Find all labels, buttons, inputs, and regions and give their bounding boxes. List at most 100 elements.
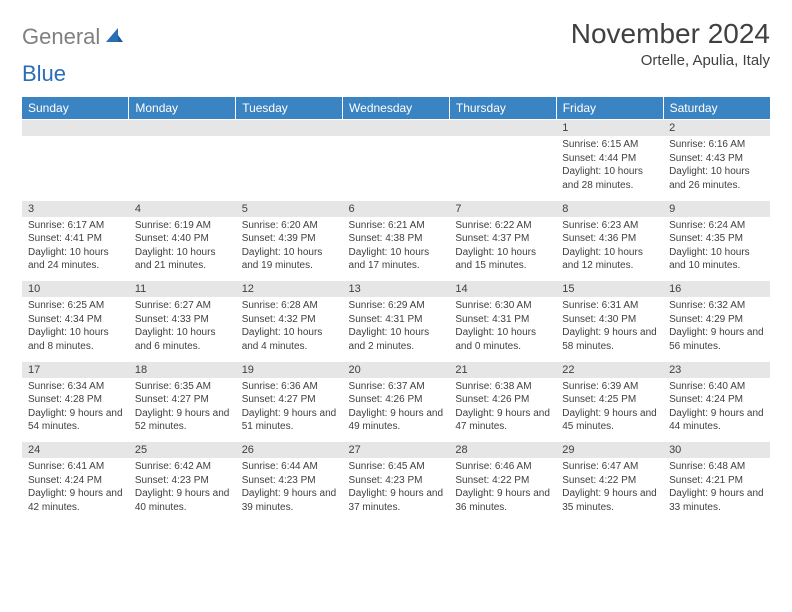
col-saturday: Saturday	[663, 97, 770, 120]
daylight-text: Daylight: 10 hours and 10 minutes.	[669, 246, 764, 273]
daylight-text: Daylight: 10 hours and 8 minutes.	[28, 326, 123, 353]
day-number: 2	[663, 120, 770, 137]
sunset-text: Sunset: 4:35 PM	[669, 232, 764, 246]
sunrise-text: Sunrise: 6:32 AM	[669, 299, 764, 313]
day-number	[449, 120, 556, 137]
sunset-text: Sunset: 4:38 PM	[349, 232, 444, 246]
day-detail: Sunrise: 6:39 AMSunset: 4:25 PMDaylight:…	[556, 378, 663, 442]
sunrise-text: Sunrise: 6:20 AM	[242, 219, 337, 233]
day-number: 24	[22, 442, 129, 459]
day-detail: Sunrise: 6:38 AMSunset: 4:26 PMDaylight:…	[449, 378, 556, 442]
daylight-text: Daylight: 10 hours and 28 minutes.	[562, 165, 657, 192]
sunrise-text: Sunrise: 6:45 AM	[349, 460, 444, 474]
day-number: 22	[556, 361, 663, 378]
day-number: 21	[449, 361, 556, 378]
day-detail: Sunrise: 6:16 AMSunset: 4:43 PMDaylight:…	[663, 136, 770, 200]
day-number: 7	[449, 200, 556, 217]
day-detail	[129, 136, 236, 200]
day-detail: Sunrise: 6:32 AMSunset: 4:29 PMDaylight:…	[663, 297, 770, 361]
day-number: 9	[663, 200, 770, 217]
day-number: 8	[556, 200, 663, 217]
day-number: 14	[449, 281, 556, 298]
sunrise-text: Sunrise: 6:47 AM	[562, 460, 657, 474]
daylight-text: Daylight: 9 hours and 35 minutes.	[562, 487, 657, 514]
daylight-text: Daylight: 10 hours and 17 minutes.	[349, 246, 444, 273]
day-detail: Sunrise: 6:25 AMSunset: 4:34 PMDaylight:…	[22, 297, 129, 361]
sunset-text: Sunset: 4:22 PM	[562, 474, 657, 488]
day-detail: Sunrise: 6:17 AMSunset: 4:41 PMDaylight:…	[22, 217, 129, 281]
sunrise-text: Sunrise: 6:41 AM	[28, 460, 123, 474]
sunset-text: Sunset: 4:25 PM	[562, 393, 657, 407]
day-detail	[449, 136, 556, 200]
col-wednesday: Wednesday	[343, 97, 450, 120]
day-detail: Sunrise: 6:47 AMSunset: 4:22 PMDaylight:…	[556, 458, 663, 522]
daylight-text: Daylight: 9 hours and 37 minutes.	[349, 487, 444, 514]
logo-sail-icon	[104, 26, 124, 49]
sunset-text: Sunset: 4:24 PM	[669, 393, 764, 407]
day-detail: Sunrise: 6:46 AMSunset: 4:22 PMDaylight:…	[449, 458, 556, 522]
sunrise-text: Sunrise: 6:48 AM	[669, 460, 764, 474]
detail-row: Sunrise: 6:15 AMSunset: 4:44 PMDaylight:…	[22, 136, 770, 200]
sunrise-text: Sunrise: 6:23 AM	[562, 219, 657, 233]
day-number: 19	[236, 361, 343, 378]
col-sunday: Sunday	[22, 97, 129, 120]
daylight-text: Daylight: 10 hours and 19 minutes.	[242, 246, 337, 273]
day-detail: Sunrise: 6:23 AMSunset: 4:36 PMDaylight:…	[556, 217, 663, 281]
sunrise-text: Sunrise: 6:30 AM	[455, 299, 550, 313]
day-detail: Sunrise: 6:44 AMSunset: 4:23 PMDaylight:…	[236, 458, 343, 522]
sunset-text: Sunset: 4:39 PM	[242, 232, 337, 246]
title-block: November 2024 Ortelle, Apulia, Italy	[571, 18, 770, 69]
sunset-text: Sunset: 4:43 PM	[669, 152, 764, 166]
sunset-text: Sunset: 4:27 PM	[242, 393, 337, 407]
day-number: 20	[343, 361, 450, 378]
sunset-text: Sunset: 4:26 PM	[455, 393, 550, 407]
daylight-text: Daylight: 9 hours and 39 minutes.	[242, 487, 337, 514]
sunset-text: Sunset: 4:31 PM	[349, 313, 444, 327]
sunset-text: Sunset: 4:33 PM	[135, 313, 230, 327]
day-detail	[236, 136, 343, 200]
day-detail: Sunrise: 6:37 AMSunset: 4:26 PMDaylight:…	[343, 378, 450, 442]
daylight-text: Daylight: 10 hours and 12 minutes.	[562, 246, 657, 273]
day-number: 5	[236, 200, 343, 217]
sunset-text: Sunset: 4:26 PM	[349, 393, 444, 407]
day-detail: Sunrise: 6:30 AMSunset: 4:31 PMDaylight:…	[449, 297, 556, 361]
daylight-text: Daylight: 9 hours and 40 minutes.	[135, 487, 230, 514]
day-detail: Sunrise: 6:20 AMSunset: 4:39 PMDaylight:…	[236, 217, 343, 281]
daynum-row: 12	[22, 120, 770, 137]
daylight-text: Daylight: 9 hours and 58 minutes.	[562, 326, 657, 353]
day-detail: Sunrise: 6:31 AMSunset: 4:30 PMDaylight:…	[556, 297, 663, 361]
day-number: 25	[129, 442, 236, 459]
daynum-row: 10111213141516	[22, 281, 770, 298]
daynum-row: 17181920212223	[22, 361, 770, 378]
sunset-text: Sunset: 4:23 PM	[349, 474, 444, 488]
page-title: November 2024	[571, 18, 770, 50]
day-detail	[343, 136, 450, 200]
daylight-text: Daylight: 10 hours and 2 minutes.	[349, 326, 444, 353]
sunrise-text: Sunrise: 6:35 AM	[135, 380, 230, 394]
daylight-text: Daylight: 9 hours and 52 minutes.	[135, 407, 230, 434]
sunset-text: Sunset: 4:28 PM	[28, 393, 123, 407]
sunset-text: Sunset: 4:21 PM	[669, 474, 764, 488]
sunset-text: Sunset: 4:34 PM	[28, 313, 123, 327]
day-number: 3	[22, 200, 129, 217]
daylight-text: Daylight: 9 hours and 47 minutes.	[455, 407, 550, 434]
daylight-text: Daylight: 10 hours and 24 minutes.	[28, 246, 123, 273]
calendar-body: 12Sunrise: 6:15 AMSunset: 4:44 PMDayligh…	[22, 120, 770, 523]
sunrise-text: Sunrise: 6:24 AM	[669, 219, 764, 233]
day-number: 11	[129, 281, 236, 298]
day-number: 4	[129, 200, 236, 217]
sunrise-text: Sunrise: 6:39 AM	[562, 380, 657, 394]
daylight-text: Daylight: 9 hours and 54 minutes.	[28, 407, 123, 434]
sunset-text: Sunset: 4:31 PM	[455, 313, 550, 327]
daylight-text: Daylight: 10 hours and 4 minutes.	[242, 326, 337, 353]
day-number: 30	[663, 442, 770, 459]
sunrise-text: Sunrise: 6:16 AM	[669, 138, 764, 152]
day-detail: Sunrise: 6:35 AMSunset: 4:27 PMDaylight:…	[129, 378, 236, 442]
sunrise-text: Sunrise: 6:21 AM	[349, 219, 444, 233]
daylight-text: Daylight: 10 hours and 26 minutes.	[669, 165, 764, 192]
sunrise-text: Sunrise: 6:37 AM	[349, 380, 444, 394]
sunrise-text: Sunrise: 6:42 AM	[135, 460, 230, 474]
sunset-text: Sunset: 4:22 PM	[455, 474, 550, 488]
daylight-text: Daylight: 10 hours and 6 minutes.	[135, 326, 230, 353]
sunrise-text: Sunrise: 6:38 AM	[455, 380, 550, 394]
